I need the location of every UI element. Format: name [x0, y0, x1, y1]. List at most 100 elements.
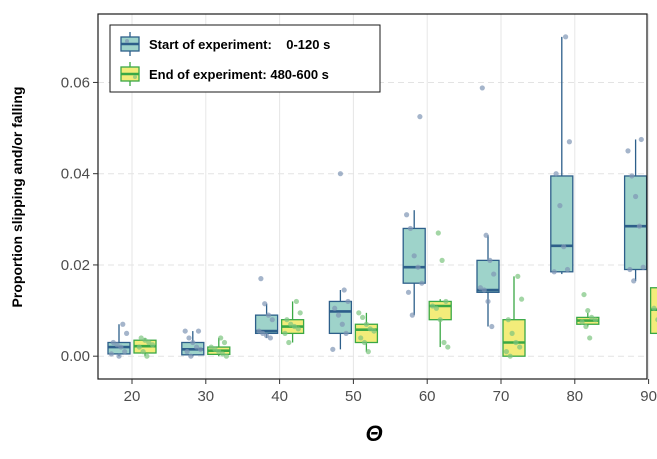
point-start-20-6: [120, 321, 126, 327]
point-start-70-0: [489, 323, 495, 330]
point-end-90-4: [651, 305, 657, 311]
point-start-40-5: [265, 312, 272, 318]
point-start-40-6: [262, 301, 268, 307]
point-start-60-0: [409, 312, 415, 318]
point-end-70-7: [515, 273, 521, 279]
point-start-50-7: [337, 171, 343, 177]
legend-key-start-point: [125, 39, 129, 43]
y-tick-label-3: 0.06: [61, 74, 90, 91]
point-start-60-3: [415, 264, 421, 270]
point-start-90-5: [629, 173, 635, 179]
legend-frame: [109, 24, 381, 93]
point-start-20-1: [122, 349, 128, 355]
point-end-20-3: [150, 342, 156, 348]
point-start-80-1: [564, 266, 571, 273]
point-start-80-5: [566, 139, 573, 145]
point-start-50-3: [335, 312, 342, 318]
point-start-80-3: [557, 203, 563, 209]
point-start-70-3: [477, 285, 483, 291]
point-end-60-3: [433, 305, 439, 311]
point-end-70-6: [519, 296, 525, 302]
point-start-20-4: [110, 339, 116, 346]
point-start-70-1: [485, 298, 491, 305]
point-end-70-4: [509, 330, 515, 336]
x-tick-label-90: 90: [640, 388, 657, 405]
point-start-30-4: [190, 339, 196, 346]
point-start-30-0: [188, 353, 194, 359]
box-start-90: [623, 139, 648, 281]
point-end-60-2: [437, 317, 443, 323]
y-axis-ticks: 0.00 0.02 0.04 0.06: [61, 74, 98, 365]
box-iqr: [623, 175, 648, 271]
point-end-80-2: [579, 319, 585, 325]
x-tick-label-30: 30: [197, 388, 214, 405]
point-end-20-0: [144, 353, 150, 359]
point-end-30-3: [212, 346, 218, 352]
point-start-80-0: [551, 269, 557, 275]
point-end-20-4: [146, 339, 152, 346]
jitter-points: [108, 34, 657, 359]
point-start-40-7: [258, 276, 264, 282]
point-start-60-7: [417, 114, 423, 120]
y-tick-label-0: 0.00: [61, 348, 90, 365]
point-end-50-4: [367, 326, 373, 332]
point-end-60-0: [445, 344, 451, 350]
point-start-50-5: [345, 298, 351, 305]
x-tick-label-70: 70: [493, 388, 510, 405]
point-start-50-6: [341, 287, 347, 293]
point-end-40-5: [284, 317, 290, 323]
point-start-50-0: [330, 346, 336, 352]
point-start-60-6: [404, 212, 410, 218]
x-axis-ticks: 20 30 40 50 60 70 80 90: [124, 379, 657, 405]
point-end-70-5: [505, 317, 511, 323]
point-end-50-5: [363, 321, 369, 327]
point-end-40-3: [291, 323, 298, 330]
point-start-40-4: [269, 317, 275, 323]
x-tick-label-20: 20: [124, 388, 141, 405]
point-start-80-4: [553, 171, 559, 177]
point-start-70-6: [483, 232, 489, 238]
point-end-80-5: [585, 307, 591, 314]
point-start-50-1: [343, 330, 349, 336]
legend-label-end: End of experiment: 480-600 s: [149, 67, 329, 82]
point-start-50-2: [339, 321, 345, 327]
legend-key-start: [120, 32, 140, 56]
point-end-60-7: [435, 230, 441, 236]
point-end-30-5: [221, 339, 228, 346]
x-tick-label-50: 50: [345, 388, 362, 405]
point-end-50-3: [371, 328, 377, 334]
x-tick-label-80: 80: [566, 388, 583, 405]
point-start-20-3: [114, 342, 120, 348]
point-end-40-0: [286, 339, 292, 346]
point-end-40-2: [295, 326, 301, 332]
point-end-70-1: [503, 349, 509, 355]
point-end-50-6: [360, 314, 366, 321]
point-start-30-3: [194, 344, 200, 350]
point-end-40-7: [293, 298, 299, 305]
point-end-50-1: [361, 339, 368, 346]
point-end-70-3: [513, 339, 519, 346]
point-end-40-1: [282, 330, 288, 336]
point-start-90-2: [640, 264, 646, 270]
point-start-70-4: [491, 271, 497, 277]
point-end-60-1: [441, 339, 447, 346]
point-start-40-0: [267, 335, 273, 341]
point-start-90-4: [633, 193, 639, 200]
point-start-90-6: [625, 148, 631, 154]
point-end-70-0: [507, 353, 513, 359]
point-start-90-3: [636, 223, 643, 229]
point-start-40-1: [264, 333, 270, 339]
point-end-30-4: [208, 344, 214, 350]
point-start-20-5: [124, 330, 130, 336]
point-start-80-2: [561, 244, 567, 250]
point-end-20-1: [140, 349, 146, 355]
point-end-80-1: [583, 323, 589, 330]
point-end-40-6: [297, 310, 303, 316]
point-end-30-2: [216, 349, 222, 355]
point-start-30-2: [197, 346, 203, 352]
point-start-90-7: [638, 136, 644, 143]
point-start-70-7: [479, 85, 485, 91]
point-start-90-1: [627, 266, 633, 273]
